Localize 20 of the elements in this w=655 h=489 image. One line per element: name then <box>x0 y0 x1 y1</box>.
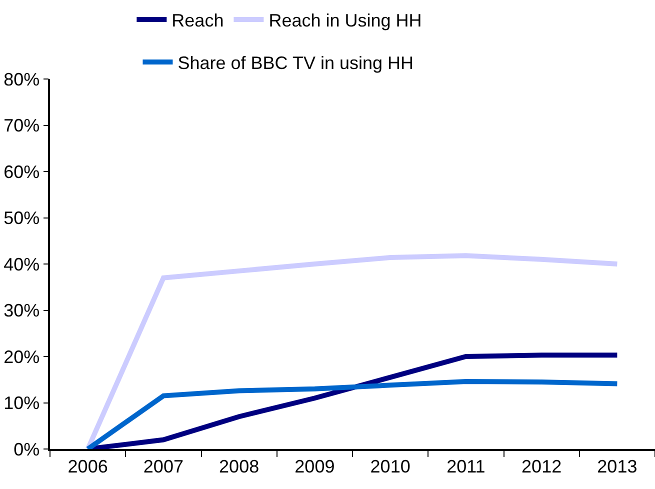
y-tick-label: 50% <box>4 208 40 228</box>
y-tick-label: 80% <box>4 69 40 90</box>
x-tick-label: 2010 <box>370 456 410 476</box>
x-tick-label: 2006 <box>68 456 108 476</box>
legend-label: Reach <box>172 10 224 31</box>
legend-label: Share of BBC TV in using HH <box>178 53 414 74</box>
y-tick-label: 30% <box>4 300 40 321</box>
legend-label: Reach in Using HH <box>268 10 422 31</box>
y-tick-label: 40% <box>4 254 40 274</box>
x-tick-label: 2009 <box>294 456 335 476</box>
y-tick-label: 70% <box>4 116 40 136</box>
x-tick-label: 2011 <box>446 456 486 476</box>
y-tick-label: 10% <box>4 393 40 414</box>
y-tick-label: 0% <box>14 439 40 460</box>
x-tick-label: 2008 <box>219 456 260 476</box>
x-tick-label: 2007 <box>143 456 184 476</box>
x-tick-label: 2012 <box>522 456 562 476</box>
y-tick-label: 60% <box>4 162 40 182</box>
y-tick-label: 20% <box>4 346 40 367</box>
x-tick-label: 2013 <box>597 456 638 476</box>
